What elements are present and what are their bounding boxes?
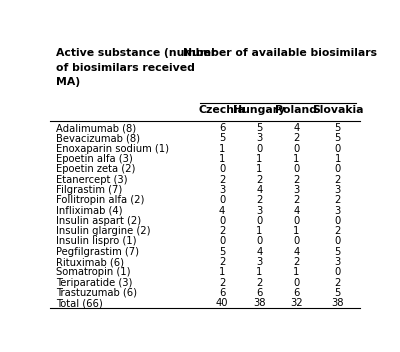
Text: 0: 0: [256, 144, 262, 154]
Text: 1: 1: [256, 164, 262, 174]
Text: 1: 1: [256, 268, 262, 277]
Text: 2: 2: [219, 226, 225, 236]
Text: Trastuzumab (6): Trastuzumab (6): [56, 288, 137, 298]
Text: 6: 6: [219, 288, 225, 298]
Text: 2: 2: [334, 195, 341, 205]
Text: 1: 1: [293, 268, 300, 277]
Text: Total (66): Total (66): [56, 298, 103, 308]
Text: 0: 0: [256, 216, 262, 226]
Text: 4: 4: [256, 185, 262, 195]
Text: 0: 0: [256, 237, 262, 246]
Text: 0: 0: [334, 216, 341, 226]
Text: 2: 2: [256, 278, 262, 288]
Text: 4: 4: [293, 247, 300, 257]
Text: Teriparatide (3): Teriparatide (3): [56, 278, 132, 288]
Text: Insulin lispro (1): Insulin lispro (1): [56, 237, 137, 246]
Text: 2: 2: [219, 278, 225, 288]
Text: 1: 1: [256, 226, 262, 236]
Text: 1: 1: [219, 144, 225, 154]
Text: MA): MA): [56, 77, 80, 88]
Text: 5: 5: [219, 133, 225, 144]
Text: Rituximab (6): Rituximab (6): [56, 257, 124, 267]
Text: 2: 2: [293, 195, 300, 205]
Text: Insulin glargine (2): Insulin glargine (2): [56, 226, 151, 236]
Text: Etanercept (3): Etanercept (3): [56, 175, 128, 185]
Text: 2: 2: [334, 175, 341, 185]
Text: 3: 3: [334, 206, 341, 215]
Text: 6: 6: [293, 288, 300, 298]
Text: 0: 0: [293, 164, 300, 174]
Text: 0: 0: [293, 144, 300, 154]
Text: 5: 5: [334, 247, 341, 257]
Text: 1: 1: [293, 154, 300, 164]
Text: 2: 2: [293, 133, 300, 144]
Text: 1: 1: [256, 154, 262, 164]
Text: 6: 6: [219, 123, 225, 133]
Text: Active substance (number: Active substance (number: [56, 48, 216, 58]
Text: 32: 32: [290, 298, 303, 308]
Text: 1: 1: [219, 154, 225, 164]
Text: 0: 0: [334, 237, 341, 246]
Text: 3: 3: [219, 185, 225, 195]
Text: 4: 4: [256, 247, 262, 257]
Text: 2: 2: [256, 195, 262, 205]
Text: 40: 40: [216, 298, 228, 308]
Text: 0: 0: [293, 278, 300, 288]
Text: Insulin aspart (2): Insulin aspart (2): [56, 216, 141, 226]
Text: 4: 4: [293, 123, 300, 133]
Text: 0: 0: [334, 164, 341, 174]
Text: 3: 3: [334, 185, 341, 195]
Text: Epoetin zeta (2): Epoetin zeta (2): [56, 164, 136, 174]
Text: 5: 5: [334, 288, 341, 298]
Text: 3: 3: [256, 133, 262, 144]
Text: 3: 3: [293, 185, 300, 195]
Text: Infliximab (4): Infliximab (4): [56, 206, 123, 215]
Text: 0: 0: [219, 216, 225, 226]
Text: 0: 0: [219, 164, 225, 174]
Text: 3: 3: [256, 206, 262, 215]
Text: Adalimumab (8): Adalimumab (8): [56, 123, 136, 133]
Text: Filgrastim (7): Filgrastim (7): [56, 185, 122, 195]
Text: 2: 2: [334, 226, 341, 236]
Text: 2: 2: [219, 175, 225, 185]
Text: 1: 1: [334, 154, 341, 164]
Text: of biosimilars received: of biosimilars received: [56, 63, 195, 73]
Text: Somatropin (1): Somatropin (1): [56, 268, 131, 277]
Text: 2: 2: [293, 175, 300, 185]
Text: Poland: Poland: [276, 105, 318, 115]
Text: 3: 3: [256, 257, 262, 267]
Text: Hungary: Hungary: [233, 105, 285, 115]
Text: 5: 5: [334, 123, 341, 133]
Text: 5: 5: [219, 247, 225, 257]
Text: 0: 0: [293, 237, 300, 246]
Text: Bevacizumab (8): Bevacizumab (8): [56, 133, 140, 144]
Text: 2: 2: [256, 175, 262, 185]
Text: Epoetin alfa (3): Epoetin alfa (3): [56, 154, 133, 164]
Text: 0: 0: [334, 144, 341, 154]
Text: 2: 2: [219, 257, 225, 267]
Text: 0: 0: [334, 268, 341, 277]
Text: 38: 38: [253, 298, 266, 308]
Text: 0: 0: [219, 195, 225, 205]
Text: 2: 2: [293, 257, 300, 267]
Text: 38: 38: [332, 298, 344, 308]
Text: 6: 6: [256, 288, 262, 298]
Text: 4: 4: [293, 206, 300, 215]
Text: 3: 3: [334, 257, 341, 267]
Text: Czechia: Czechia: [198, 105, 246, 115]
Text: Slovakia: Slovakia: [312, 105, 364, 115]
Text: 0: 0: [219, 237, 225, 246]
Text: Follitropin alfa (2): Follitropin alfa (2): [56, 195, 144, 205]
Text: Number of available biosimilars: Number of available biosimilars: [183, 48, 377, 58]
Text: 4: 4: [219, 206, 225, 215]
Text: 1: 1: [293, 226, 300, 236]
Text: 5: 5: [256, 123, 262, 133]
Text: 1: 1: [219, 268, 225, 277]
Text: Pegfilgrastim (7): Pegfilgrastim (7): [56, 247, 139, 257]
Text: 2: 2: [334, 278, 341, 288]
Text: 5: 5: [334, 133, 341, 144]
Text: 0: 0: [293, 216, 300, 226]
Text: Enoxaparin sodium (1): Enoxaparin sodium (1): [56, 144, 169, 154]
